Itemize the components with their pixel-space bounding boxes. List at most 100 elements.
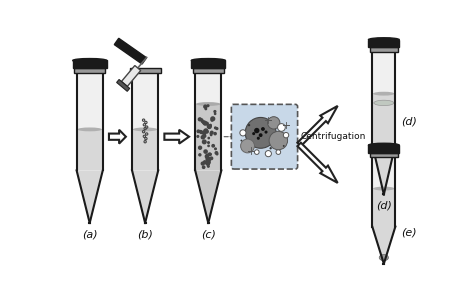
Circle shape bbox=[215, 113, 216, 114]
Ellipse shape bbox=[73, 59, 107, 63]
Polygon shape bbox=[297, 106, 337, 146]
Circle shape bbox=[215, 152, 218, 154]
Text: (a): (a) bbox=[82, 229, 98, 239]
Circle shape bbox=[201, 162, 204, 165]
Ellipse shape bbox=[368, 143, 399, 147]
Polygon shape bbox=[117, 80, 130, 91]
Polygon shape bbox=[370, 153, 398, 157]
Polygon shape bbox=[191, 60, 225, 68]
Circle shape bbox=[259, 133, 263, 137]
Polygon shape bbox=[114, 38, 146, 64]
Circle shape bbox=[254, 128, 259, 133]
Circle shape bbox=[283, 145, 285, 147]
Polygon shape bbox=[133, 170, 157, 221]
Text: (b): (b) bbox=[137, 229, 153, 239]
Polygon shape bbox=[193, 68, 224, 73]
Circle shape bbox=[202, 166, 205, 168]
Ellipse shape bbox=[191, 59, 225, 63]
Ellipse shape bbox=[196, 102, 220, 106]
Polygon shape bbox=[196, 170, 220, 221]
Polygon shape bbox=[372, 145, 395, 195]
Circle shape bbox=[202, 140, 206, 144]
Circle shape bbox=[206, 160, 210, 164]
Circle shape bbox=[252, 132, 255, 135]
Circle shape bbox=[204, 130, 207, 132]
Circle shape bbox=[276, 150, 281, 154]
Circle shape bbox=[207, 160, 210, 163]
Polygon shape bbox=[195, 170, 221, 223]
Circle shape bbox=[210, 134, 212, 136]
Circle shape bbox=[210, 125, 211, 127]
Circle shape bbox=[208, 145, 209, 146]
Polygon shape bbox=[370, 47, 398, 52]
Circle shape bbox=[202, 121, 206, 124]
Circle shape bbox=[206, 155, 208, 156]
Circle shape bbox=[199, 154, 201, 156]
Circle shape bbox=[245, 117, 276, 148]
Circle shape bbox=[210, 133, 211, 134]
Circle shape bbox=[207, 154, 208, 156]
Circle shape bbox=[269, 131, 288, 150]
Polygon shape bbox=[373, 188, 395, 227]
Circle shape bbox=[265, 151, 272, 157]
Polygon shape bbox=[373, 94, 395, 145]
Text: (e): (e) bbox=[401, 228, 416, 238]
Circle shape bbox=[204, 150, 207, 153]
Circle shape bbox=[207, 105, 209, 106]
Circle shape bbox=[240, 140, 242, 142]
Circle shape bbox=[206, 162, 210, 165]
Polygon shape bbox=[77, 129, 102, 170]
Ellipse shape bbox=[374, 100, 394, 106]
Circle shape bbox=[270, 147, 272, 149]
Ellipse shape bbox=[373, 187, 395, 191]
Polygon shape bbox=[372, 157, 395, 227]
Polygon shape bbox=[77, 170, 102, 221]
Polygon shape bbox=[372, 52, 395, 145]
Circle shape bbox=[201, 136, 204, 139]
Circle shape bbox=[211, 120, 213, 121]
Polygon shape bbox=[74, 68, 105, 73]
Circle shape bbox=[210, 131, 213, 134]
Polygon shape bbox=[132, 170, 158, 223]
Polygon shape bbox=[121, 66, 141, 86]
Polygon shape bbox=[132, 73, 158, 170]
Circle shape bbox=[210, 154, 211, 155]
Circle shape bbox=[199, 118, 201, 121]
Circle shape bbox=[208, 159, 210, 161]
Circle shape bbox=[264, 131, 267, 134]
Polygon shape bbox=[133, 129, 157, 170]
Polygon shape bbox=[368, 145, 399, 153]
Circle shape bbox=[241, 139, 255, 153]
Polygon shape bbox=[297, 143, 337, 183]
Circle shape bbox=[207, 161, 210, 164]
Circle shape bbox=[207, 157, 210, 161]
Polygon shape bbox=[195, 73, 221, 170]
Circle shape bbox=[205, 108, 207, 109]
Circle shape bbox=[248, 124, 250, 126]
Circle shape bbox=[210, 124, 211, 126]
Circle shape bbox=[200, 131, 201, 133]
Circle shape bbox=[207, 160, 209, 162]
Circle shape bbox=[214, 132, 216, 135]
Text: Centrifugation: Centrifugation bbox=[301, 131, 366, 141]
Circle shape bbox=[216, 153, 218, 155]
Polygon shape bbox=[109, 130, 126, 144]
Text: (c): (c) bbox=[201, 229, 216, 239]
Circle shape bbox=[278, 124, 285, 131]
Circle shape bbox=[208, 161, 209, 162]
Polygon shape bbox=[368, 40, 399, 47]
Ellipse shape bbox=[373, 92, 395, 95]
Circle shape bbox=[204, 105, 207, 108]
Circle shape bbox=[267, 117, 280, 129]
Circle shape bbox=[201, 119, 203, 121]
Polygon shape bbox=[373, 227, 395, 262]
Circle shape bbox=[202, 137, 204, 138]
Text: (d): (d) bbox=[376, 201, 392, 211]
Circle shape bbox=[197, 130, 200, 133]
Circle shape bbox=[204, 129, 208, 132]
Circle shape bbox=[208, 142, 210, 143]
Circle shape bbox=[205, 130, 208, 133]
Circle shape bbox=[208, 165, 209, 167]
Circle shape bbox=[197, 136, 199, 137]
Polygon shape bbox=[77, 170, 103, 223]
